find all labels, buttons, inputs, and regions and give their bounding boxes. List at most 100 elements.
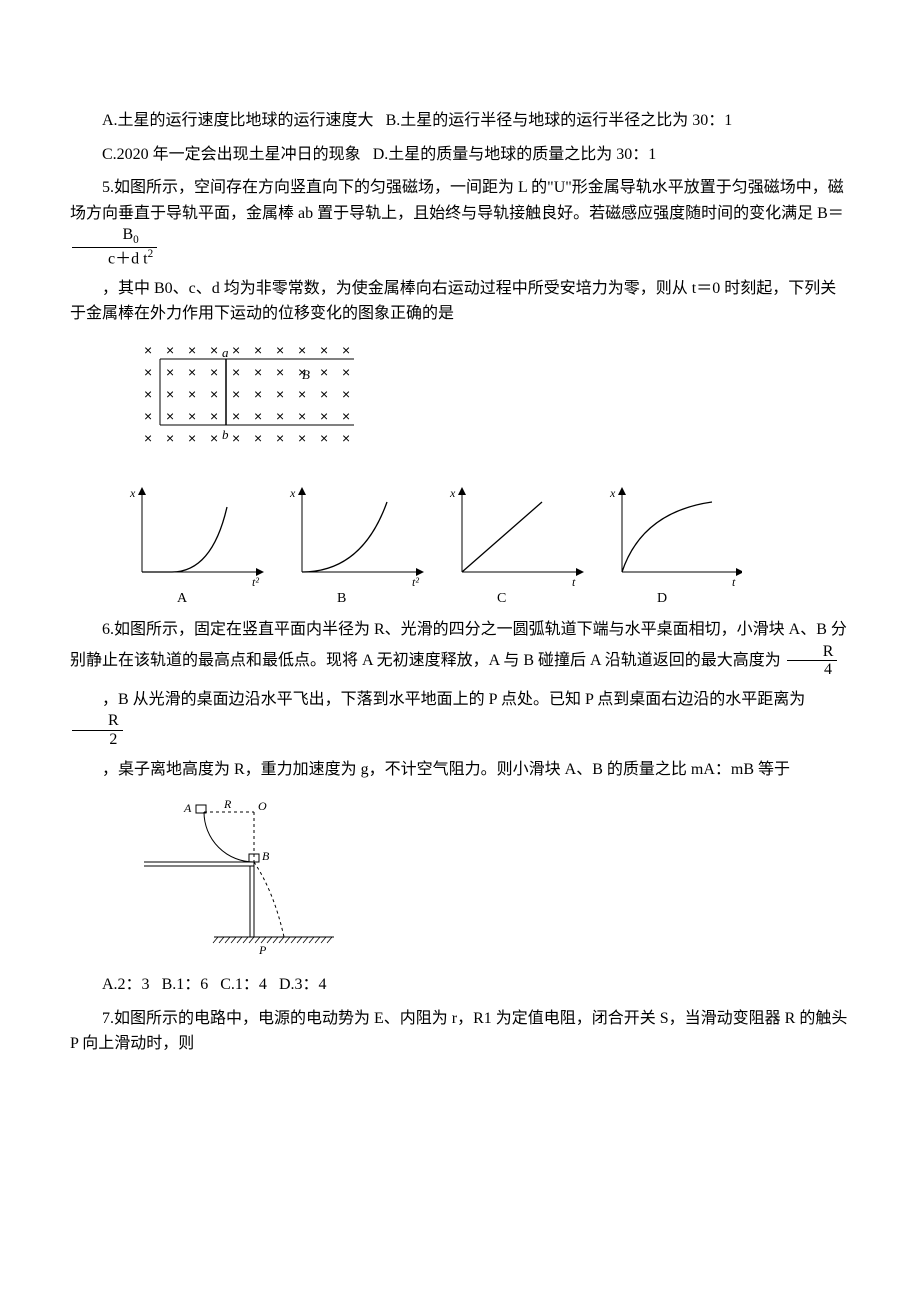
svg-text:×: × (232, 430, 240, 446)
svg-text:×: × (254, 364, 262, 380)
q6-stem2: ，B 从光滑的桌面边沿水平飞出，下落到水平地面上的 P 点处。已知 P 点到桌面… (70, 687, 850, 749)
svg-text:×: × (166, 408, 174, 424)
svg-text:×: × (342, 364, 350, 380)
q6-stem1: 6.如图所示，固定在竖直平面内半径为 R、光滑的四分之一圆弧轨道下端与水平桌面相… (70, 617, 850, 679)
q5-stem-part2: ，其中 B0、c、d 均为非零常数，为使金属棒向右运动过程中所受安培力为零，则从… (70, 276, 850, 327)
svg-text:×: × (254, 408, 262, 424)
svg-text:P: P (258, 943, 267, 957)
q7-stem: 7.如图所示的电路中，电源的电动势为 E、内阻为 r，R1 为定值电阻，闭合开关… (70, 1006, 850, 1057)
q6-optA: A.2：3 (102, 976, 150, 993)
svg-text:×: × (276, 430, 284, 446)
svg-text:×: × (254, 386, 262, 402)
svg-text:×: × (166, 386, 174, 402)
svg-text:×: × (298, 408, 306, 424)
svg-text:×: × (210, 342, 218, 358)
svg-text:a: a (222, 345, 229, 360)
svg-text:x: x (449, 486, 456, 500)
svg-text:x: x (289, 486, 296, 500)
svg-text:×: × (144, 408, 152, 424)
svg-text:×: × (320, 386, 328, 402)
svg-text:×: × (276, 386, 284, 402)
svg-text:x: x (129, 486, 136, 500)
svg-text:×: × (232, 386, 240, 402)
svg-text:R: R (223, 797, 232, 811)
svg-text:×: × (320, 342, 328, 358)
q7-stem-text: 7.如图所示的电路中，电源的电动势为 E、内阻为 r，R1 为定值电阻，闭合开关… (70, 1010, 847, 1053)
q5-fraction: B0 c＋d t2 (72, 226, 157, 267)
svg-text:A: A (183, 801, 192, 815)
q6-stem3-text: ，桌子离地高度为 R，重力加速度为 g，不计空气阻力。则小滑块 A、B 的质量之… (102, 761, 790, 778)
svg-text:×: × (276, 342, 284, 358)
svg-text:t: t (732, 575, 736, 589)
svg-text:B: B (302, 367, 310, 382)
svg-text:D: D (657, 591, 667, 606)
svg-text:×: × (144, 364, 152, 380)
svg-text:×: × (210, 430, 218, 446)
svg-text:×: × (342, 430, 350, 446)
svg-text:×: × (210, 364, 218, 380)
q5-frac-den-sup: 2 (148, 248, 154, 260)
q6-stem2-text: ，B 从光滑的桌面边沿水平飞出，下落到水平地面上的 P 点处。已知 P 点到桌面… (102, 691, 805, 708)
svg-text:×: × (166, 364, 174, 380)
q6-frac2-den: 2 (72, 731, 123, 749)
q6-optB: B.1：6 (162, 976, 209, 993)
svg-text:t²: t² (412, 575, 419, 589)
q5-stem2-text: ，其中 B0、c、d 均为非零常数，为使金属棒向右运动过程中所受安培力为零，则从… (70, 280, 836, 323)
q6-frac1: R 4 (787, 643, 838, 679)
q4-optB: B.土星的运行半径与地球的运行半径之比为 30：1 (386, 112, 733, 129)
svg-text:B: B (262, 849, 270, 863)
q6-diagram: A O R B P (134, 792, 850, 962)
q5-frac-num-sub: 0 (133, 235, 139, 247)
q5-frac-num: B (122, 226, 133, 243)
svg-text:x: x (609, 486, 616, 500)
svg-text:×: × (188, 364, 196, 380)
svg-text:×: × (254, 342, 262, 358)
svg-text:×: × (166, 342, 174, 358)
svg-text:×: × (298, 342, 306, 358)
svg-text:t²: t² (252, 575, 259, 589)
q5-frac-den: c＋d t (108, 250, 148, 267)
svg-text:b: b (222, 427, 229, 442)
svg-text:×: × (210, 386, 218, 402)
q6-frac2: R 2 (72, 712, 123, 748)
svg-text:C: C (497, 591, 506, 606)
svg-text:O: O (258, 799, 267, 813)
q6-frac1-den: 4 (787, 661, 838, 679)
q6-stem3: ，桌子离地高度为 R，重力加速度为 g，不计空气阻力。则小滑块 A、B 的质量之… (70, 757, 850, 783)
q5-field-diagram: × × × × × × × × × × × × × × × × × × × × × × × × × × × × × × × × × × × × × × × ×… (134, 337, 850, 467)
svg-text:×: × (342, 342, 350, 358)
q6-optC: C.1：4 (220, 976, 267, 993)
svg-text:×: × (232, 408, 240, 424)
q4-line2: C.2020 年一定会出现土星冲日的现象 D.土星的质量与地球的质量之比为 30… (70, 142, 850, 168)
svg-text:×: × (298, 430, 306, 446)
q4-optA: A.土星的运行速度比地球的运行速度大 (102, 112, 374, 129)
svg-text:×: × (210, 408, 218, 424)
svg-text:×: × (342, 386, 350, 402)
svg-text:×: × (342, 408, 350, 424)
q6-optD: D.3：4 (279, 976, 327, 993)
svg-text:×: × (254, 430, 262, 446)
q6-stem1-text: 6.如图所示，固定在竖直平面内半径为 R、光滑的四分之一圆弧轨道下端与水平桌面相… (70, 621, 847, 668)
svg-text:×: × (298, 386, 306, 402)
svg-text:×: × (276, 408, 284, 424)
svg-text:×: × (188, 408, 196, 424)
q5-options-row: xt²Axt²BxtCxtD (102, 477, 850, 607)
svg-text:×: × (232, 342, 240, 358)
q6-frac1-num: R (787, 643, 838, 662)
svg-text:×: × (188, 386, 196, 402)
q5-stem1-text: 5.如图所示，空间存在方向竖直向下的匀强磁场，一间距为 L 的"U"形金属导轨水… (70, 179, 844, 222)
q4-optD: D.土星的质量与地球的质量之比为 30：1 (373, 146, 657, 163)
svg-text:t: t (572, 575, 576, 589)
svg-text:×: × (144, 386, 152, 402)
svg-text:B: B (337, 591, 346, 606)
q6-answers: A.2：3 B.1：6 C.1：4 D.3：4 (70, 972, 850, 998)
q6-frac2-num: R (72, 712, 123, 731)
q4-optC: C.2020 年一定会出现土星冲日的现象 (102, 146, 361, 163)
svg-text:×: × (320, 430, 328, 446)
q4-line1: A.土星的运行速度比地球的运行速度大 B.土星的运行半径与地球的运行半径之比为 … (70, 108, 850, 134)
svg-text:×: × (320, 408, 328, 424)
svg-text:×: × (188, 430, 196, 446)
svg-text:×: × (232, 364, 240, 380)
q5-stem-part1: 5.如图所示，空间存在方向竖直向下的匀强磁场，一间距为 L 的"U"形金属导轨水… (70, 175, 850, 268)
svg-text:×: × (188, 342, 196, 358)
